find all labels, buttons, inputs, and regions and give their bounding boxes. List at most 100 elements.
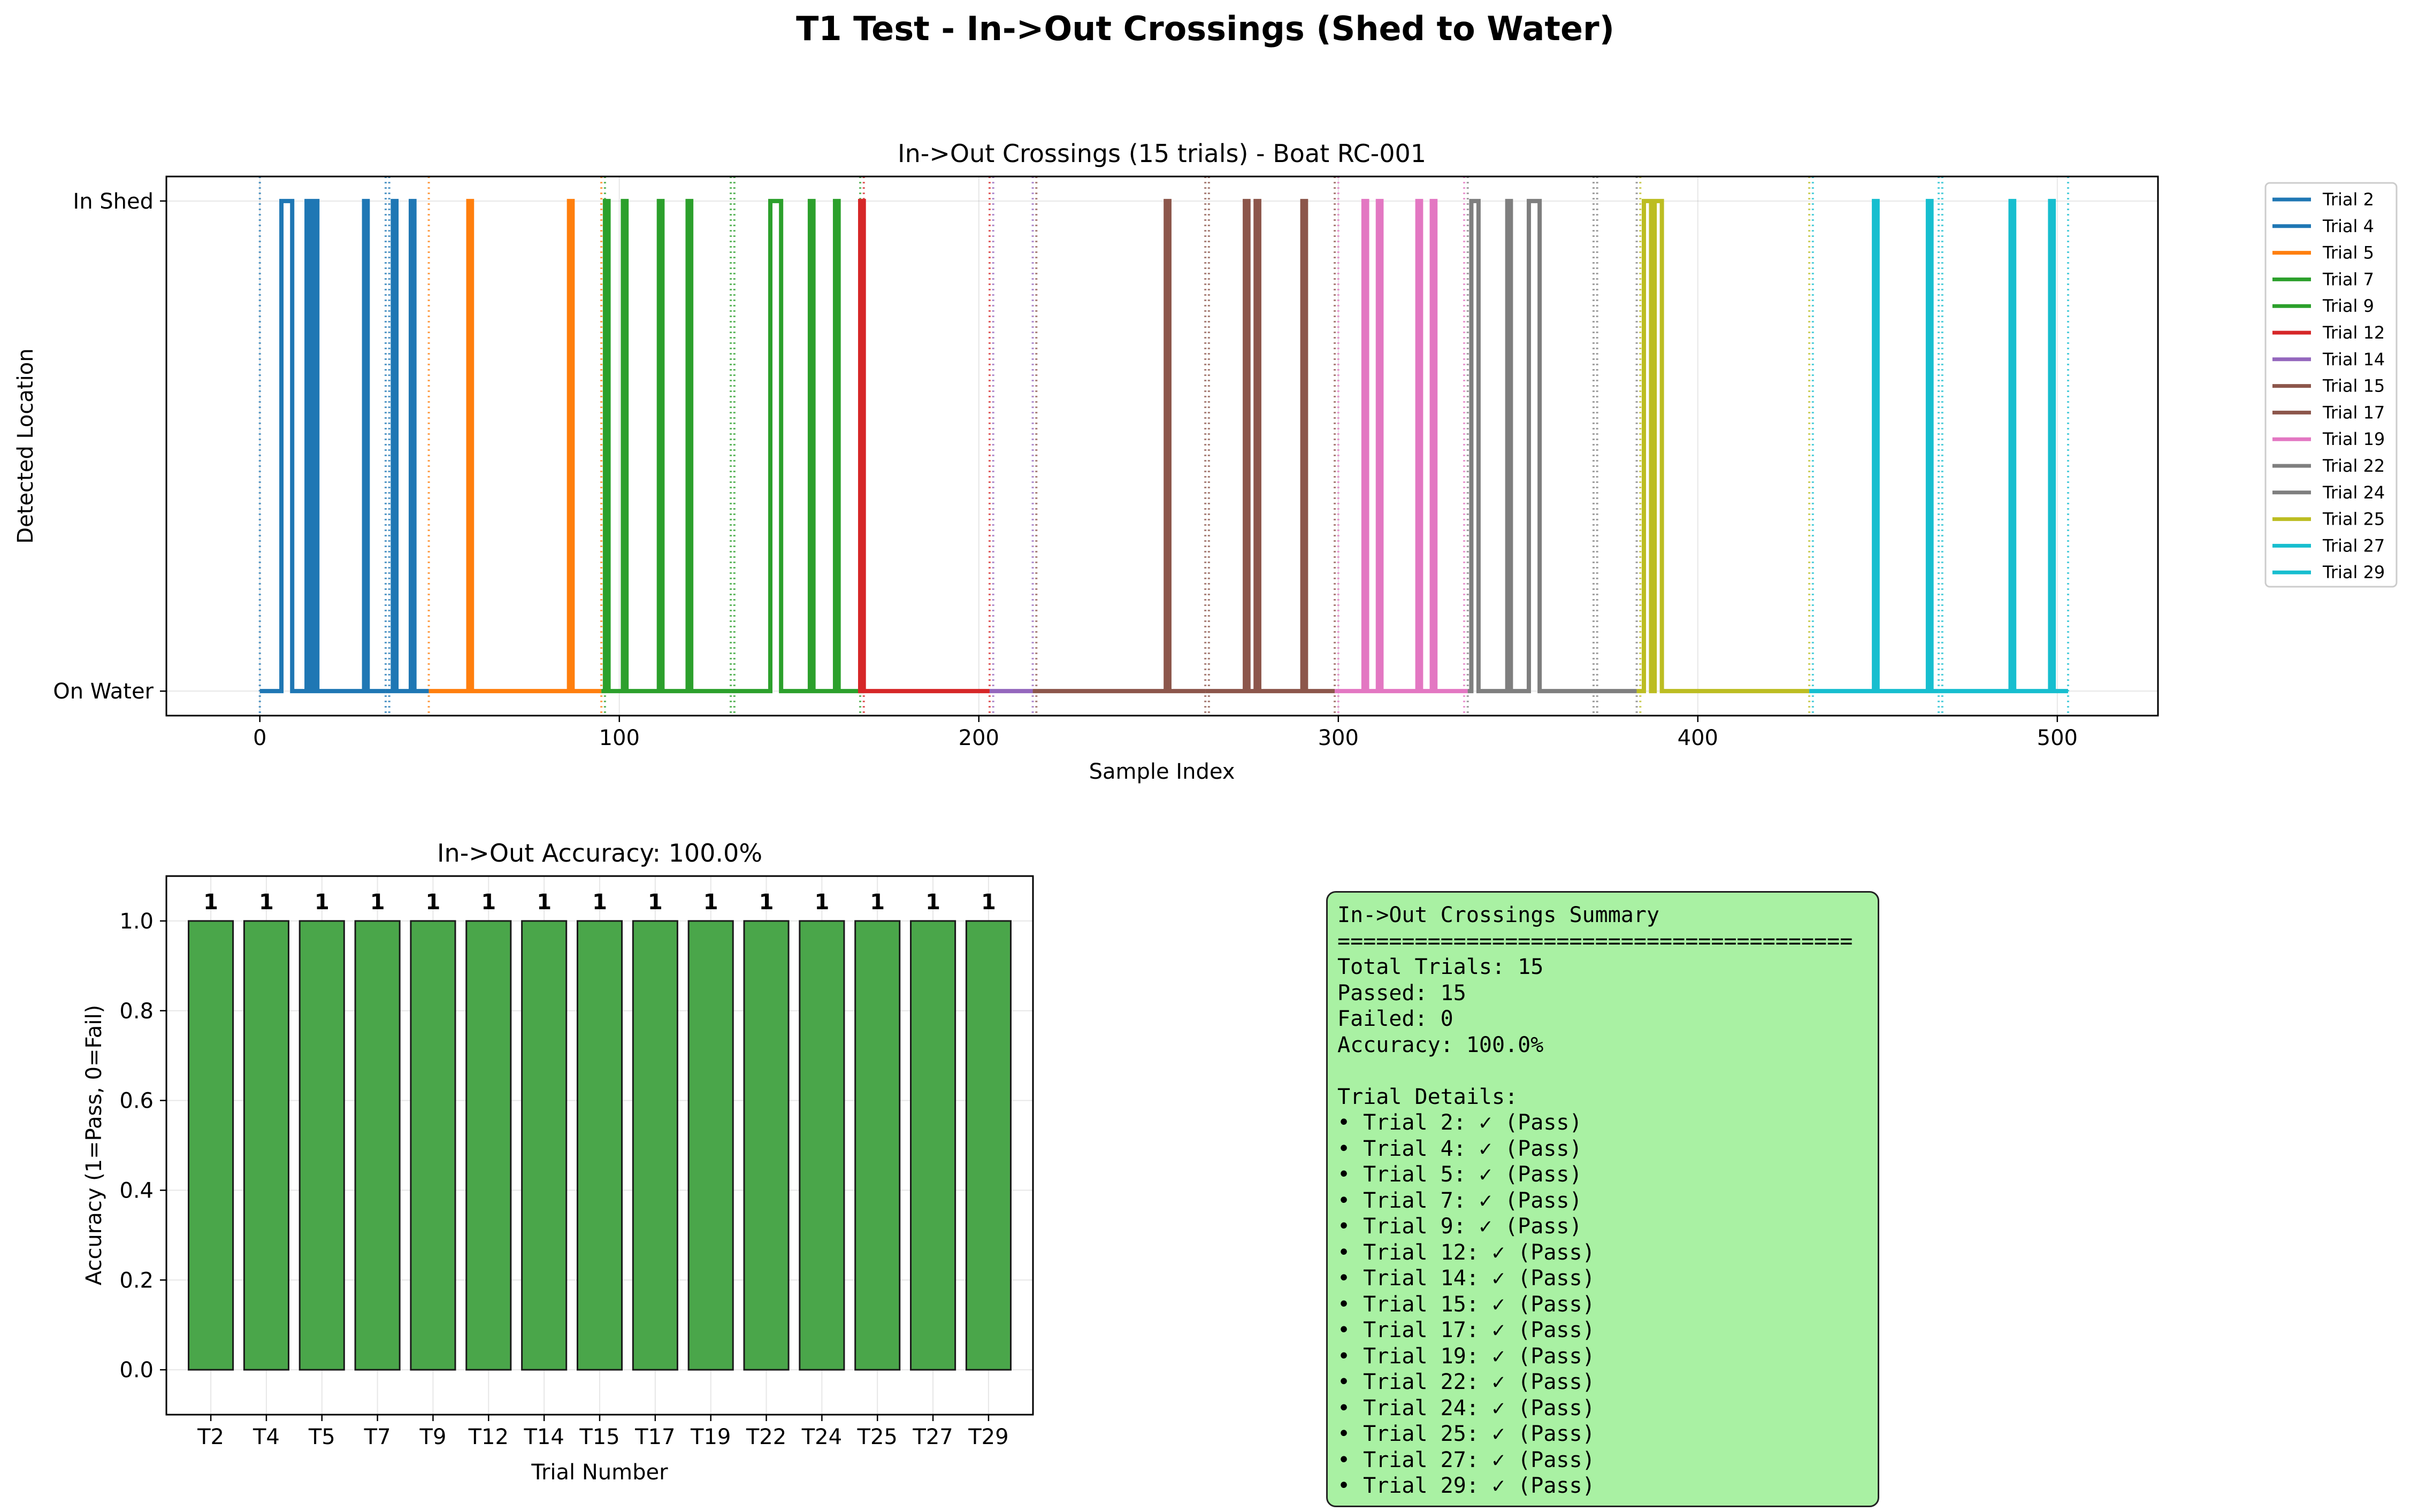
- bar-value-label: 1: [648, 890, 663, 915]
- summary-line: • Trial 9: ✓ (Pass): [1337, 1214, 1582, 1239]
- bar-x-tick-label: T24: [801, 1425, 842, 1449]
- bar-t7: [354, 920, 401, 1371]
- summary-line: • Trial 12: ✓ (Pass): [1337, 1240, 1595, 1265]
- bar-t27: [910, 920, 956, 1371]
- series-line-trial-2: [259, 198, 386, 694]
- bar-t22: [743, 920, 790, 1371]
- bar-y-tick-label: 1.0: [119, 909, 154, 934]
- bar-t2: [188, 920, 234, 1371]
- summary-line: ========================================: [1337, 928, 1853, 954]
- bar-x-tick-label: T9: [419, 1425, 447, 1449]
- series-line-trial-5: [428, 198, 602, 694]
- summary-line: • Trial 15: ✓ (Pass): [1337, 1292, 1595, 1317]
- summary-line: Failed: 0: [1337, 1007, 1453, 1031]
- bar-x-tick-label: T7: [364, 1425, 391, 1449]
- bar-x-tick-label: T17: [634, 1425, 675, 1449]
- bar-x-tick-label: T25: [857, 1425, 898, 1449]
- summary-line: • Trial 5: ✓ (Pass): [1337, 1162, 1582, 1187]
- series-line-trial-12: [858, 198, 990, 694]
- line-y-tick-label: In Shed: [73, 189, 154, 214]
- legend-entry-label: Trial 9: [2322, 296, 2374, 316]
- bar-t5: [298, 920, 345, 1371]
- series-line-trial-4: [385, 198, 429, 694]
- summary-line: • Trial 22: ✓ (Pass): [1337, 1370, 1595, 1394]
- line-y-axis-label: Detected Location: [13, 348, 38, 543]
- bar-y-tick-label: 0.6: [119, 1089, 154, 1114]
- bar-x-tick-label: T27: [912, 1425, 953, 1449]
- series-line-trial-19: [1335, 198, 1468, 694]
- line-x-tick-label: 200: [959, 726, 999, 750]
- series-line-trial-9: [731, 198, 864, 694]
- bar-x-tick-label: T14: [523, 1425, 564, 1449]
- legend-entry-label: Trial 7: [2322, 269, 2374, 289]
- line-axis-ticks: 0 100 200 300 400 500 On Water In Shed: [53, 189, 2078, 750]
- legend-entry-label: Trial 22: [2322, 456, 2385, 476]
- bar-t9: [410, 920, 456, 1371]
- bar-x-tick-label: T2: [197, 1425, 224, 1449]
- bar-x-tick-label: T12: [468, 1425, 509, 1449]
- bar-t25: [854, 920, 901, 1371]
- bar-value-label: 1: [981, 890, 996, 915]
- line-x-tick-label: 300: [1318, 726, 1359, 750]
- legend-entry-label: Trial 25: [2322, 509, 2385, 529]
- bar-axis-ticks: 0.0 0.2 0.4 0.6 0.8 1.0 T2 T4 T5 T7 T9 T12 T14 T15 T17…: [119, 909, 1008, 1449]
- bar-y-tick-label: 0.0: [119, 1358, 154, 1383]
- bar-t29: [965, 920, 1012, 1371]
- summary-line: • Trial 25: ✓ (Pass): [1337, 1422, 1595, 1446]
- summary-line: Trial Details:: [1337, 1084, 1518, 1109]
- line-x-tick-label: 100: [599, 726, 640, 750]
- line-x-tick-label: 500: [2037, 726, 2078, 750]
- summary-line: • Trial 7: ✓ (Pass): [1337, 1188, 1582, 1213]
- bar-x-tick-label: T4: [252, 1425, 280, 1449]
- bar-x-tick-label: T29: [968, 1425, 1008, 1449]
- legend-entry-label: Trial 15: [2322, 376, 2385, 396]
- summary-line: In->Out Crossings Summary: [1337, 903, 1660, 927]
- figure-suptitle: T1 Test - In->Out Crossings (Shed to Wat…: [796, 9, 1614, 48]
- bar-chart-title: In->Out Accuracy: 100.0%: [437, 839, 762, 868]
- legend-entry-label: Trial 14: [2322, 349, 2385, 370]
- line-chart: 0 100 200 300 400 500 On Water In Shed In->Out …: [13, 139, 2398, 784]
- legend-entry-label: Trial 4: [2322, 216, 2374, 236]
- series-line-trial-7: [601, 198, 731, 694]
- line-y-tick-label: On Water: [53, 679, 154, 704]
- bar-value-label: 1: [870, 890, 885, 915]
- bar-value-label: 1: [426, 890, 441, 915]
- bar-value-label: 1: [592, 890, 607, 915]
- line-chart-title: In->Out Crossings (15 trials) - Boat RC-…: [898, 139, 1426, 168]
- legend-entry-label: Trial 17: [2322, 402, 2385, 423]
- summary-line: • Trial 24: ✓ (Pass): [1337, 1395, 1595, 1421]
- bar-value-label: 1: [537, 890, 552, 915]
- legend-entry-label: Trial 27: [2322, 535, 2385, 556]
- legend-entry-label: Trial 29: [2322, 562, 2385, 582]
- series-line-trial-29: [1939, 198, 2068, 694]
- summary-line: • Trial 2: ✓ (Pass): [1337, 1110, 1582, 1135]
- line-x-tick-label: 400: [1678, 726, 1718, 750]
- bar-y-tick-label: 0.8: [119, 999, 154, 1024]
- legend-frame: [2264, 182, 2398, 588]
- bar-marks: 1 1 1 1 1 1 1 1 1 1 1 1 1 1 1: [188, 890, 1012, 1371]
- summary-line: • Trial 29: ✓ (Pass): [1337, 1473, 1595, 1498]
- line-x-tick-label: 0: [253, 726, 266, 750]
- summary-line: Passed: 15: [1337, 980, 1466, 1006]
- summary-line: [1337, 1058, 1878, 1084]
- series-line-trial-22: [1467, 198, 1594, 694]
- summary-line: Accuracy: 100.0%: [1337, 1032, 1544, 1057]
- summary-line: • Trial 17: ✓ (Pass): [1337, 1318, 1595, 1342]
- bar-t14: [521, 920, 568, 1371]
- bar-value-label: 1: [759, 890, 774, 915]
- line-series-group: [259, 198, 2068, 694]
- bar-value-label: 1: [315, 890, 330, 915]
- bar-x-tick-label: T22: [746, 1425, 786, 1449]
- legend-entry-label: Trial 24: [2322, 482, 2385, 503]
- bar-x-tick-label: T19: [690, 1425, 731, 1449]
- bar-value-label: 1: [259, 890, 274, 915]
- summary-line: • Trial 19: ✓ (Pass): [1337, 1344, 1595, 1369]
- bar-t12: [465, 920, 512, 1371]
- legend-entry-label: Trial 2: [2322, 189, 2374, 210]
- bar-value-label: 1: [703, 890, 718, 915]
- bar-value-label: 1: [925, 890, 940, 915]
- series-line-trial-15: [1032, 198, 1206, 694]
- summary-line: Total Trials: 15: [1337, 955, 1544, 979]
- bar-x-tick-label: T15: [579, 1425, 619, 1449]
